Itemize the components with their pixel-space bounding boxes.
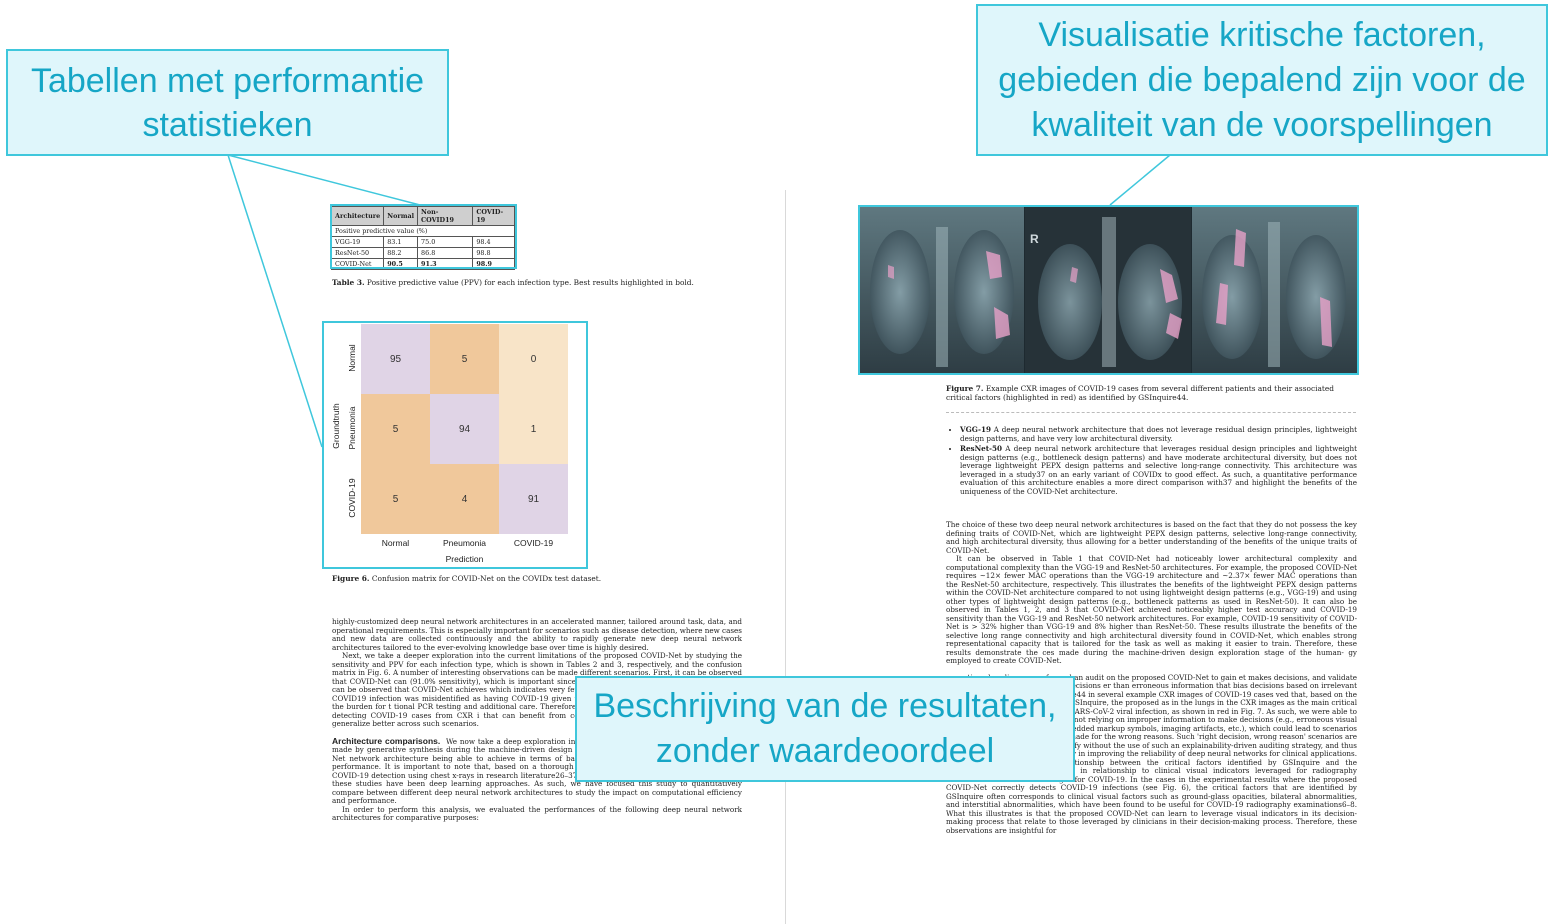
list-item-text: A deep neural network architecture that …	[960, 425, 1357, 443]
callout-line: zonder waardeoordeel	[655, 732, 995, 770]
cm-cell: 95	[361, 324, 430, 394]
list-item: ResNet-50 A deep neural network architec…	[960, 444, 1357, 496]
cm-col-label: Normal	[381, 538, 410, 548]
callout-line: kwaliteit van de voorspellingen	[1031, 105, 1493, 144]
callout-line: Beschrijving van de resultaten,	[593, 687, 1057, 725]
paragraph: The choice of these two deep neural netw…	[946, 521, 1357, 555]
paragraph: We further explored the relationship bet…	[946, 757, 1357, 835]
caption-label: Figure 6.	[332, 574, 370, 583]
table-row: VGG-19 83.1 75.0 98.4	[330, 236, 515, 248]
critical-factor-highlight	[1216, 283, 1228, 325]
critical-factor-highlight	[994, 307, 1010, 339]
paragraph: highly-customized deep neural network ar…	[332, 618, 742, 652]
cm-cell: 4	[430, 464, 499, 534]
confusion-highlight-box	[322, 321, 588, 569]
cm-cell: 5	[361, 394, 430, 464]
xray-highlight-box	[858, 205, 1359, 375]
figure-7-caption: Figure 7. Example CXR images of COVID-19…	[946, 384, 1356, 402]
xray-figure: R	[860, 207, 1357, 373]
callout-line: Visualisatie kritische factoren,	[1038, 15, 1486, 54]
xray-marker-r: R	[1030, 232, 1039, 246]
cm-col-label: Pneumonia	[442, 538, 486, 548]
list-item-title: ResNet-50	[960, 444, 1003, 453]
xray-images: R	[860, 207, 1357, 373]
page-divider	[785, 190, 786, 924]
cm-cell: 5	[430, 324, 499, 394]
caption-text: Positive predictive value (PPV) for each…	[366, 278, 694, 287]
list-item-text: A deep neural network architecture that …	[960, 444, 1357, 496]
connector-line	[227, 154, 421, 206]
caption-text: Example CXR images of COVID-19 cases fro…	[946, 384, 1334, 402]
paragraph: tioned earlier, we performed an audit on…	[946, 672, 1357, 758]
caption-text: Confusion matrix for COVID-Net on the CO…	[371, 574, 602, 583]
list-item-title: VGG-19	[960, 425, 991, 434]
connector-line	[227, 154, 323, 448]
critical-factor-highlight	[1234, 229, 1246, 267]
table-highlight-box	[330, 204, 517, 269]
cm-col-label: COVID-19	[513, 538, 554, 548]
table-row: ResNet-50 88.2 86.8 98.8	[330, 247, 515, 259]
callout-line: Tabellen met performantie	[30, 61, 425, 100]
confusion-matrix: 95 5 0 5 94 1 5 4 91 Normal Pneumonia CO…	[322, 321, 588, 569]
critical-factor-highlight	[1160, 269, 1178, 303]
cm-cell: 5	[361, 464, 430, 534]
callout-visualisation: Visualisatie kritische factoren, gebiede…	[976, 4, 1548, 156]
right-body-text: The choice of these two deep neural netw…	[946, 521, 1357, 921]
cm-cell: 0	[499, 324, 568, 394]
critical-factor-highlight	[1070, 267, 1078, 283]
callout-results: Beschrijving van de resultaten, zonder w…	[575, 676, 1075, 782]
figure-6-caption: Figure 6. Confusion matrix for COVID-Net…	[332, 574, 752, 583]
architecture-list: VGG-19 A deep neural network architectur…	[946, 425, 1357, 498]
cm-x-title: Prediction	[445, 554, 484, 564]
critical-factor-highlight	[1166, 313, 1182, 339]
cm-cell: 94	[430, 394, 499, 464]
paragraph: Next, we take a deeper exploration into …	[332, 651, 742, 728]
section-heading: Architecture comparisons.	[332, 735, 441, 746]
caption-label: Table 3.	[332, 278, 365, 287]
table-header-cell: Normal	[383, 206, 419, 226]
table-3-caption: Table 3. Positive predictive value (PPV)…	[332, 278, 752, 287]
callout-tables: Tabellen met performantie statistieken	[6, 49, 449, 156]
paragraph: It can be observed in Table 1 that COVID…	[946, 554, 1357, 665]
critical-factor-highlight	[986, 251, 1002, 279]
callout-line: statistieken	[142, 105, 313, 144]
cm-cell: 1	[499, 394, 568, 464]
paragraph: In order to perform this analysis, we ev…	[332, 804, 742, 822]
list-item: VGG-19 A deep neural network architectur…	[960, 425, 1357, 443]
critical-factor-highlight	[888, 265, 894, 279]
callout-line: gebieden die bepalend zijn voor de	[998, 60, 1526, 99]
cm-cell: 91	[499, 464, 568, 534]
critical-factor-highlight	[1320, 297, 1332, 347]
caption-label: Figure 7.	[946, 384, 984, 393]
table-header-cell: Architecture	[330, 206, 385, 226]
connector-line	[1109, 154, 1171, 206]
caption-separator	[946, 412, 1356, 413]
table-header-row: Architecture Normal Non-COVID19 COVID-19	[330, 206, 515, 226]
